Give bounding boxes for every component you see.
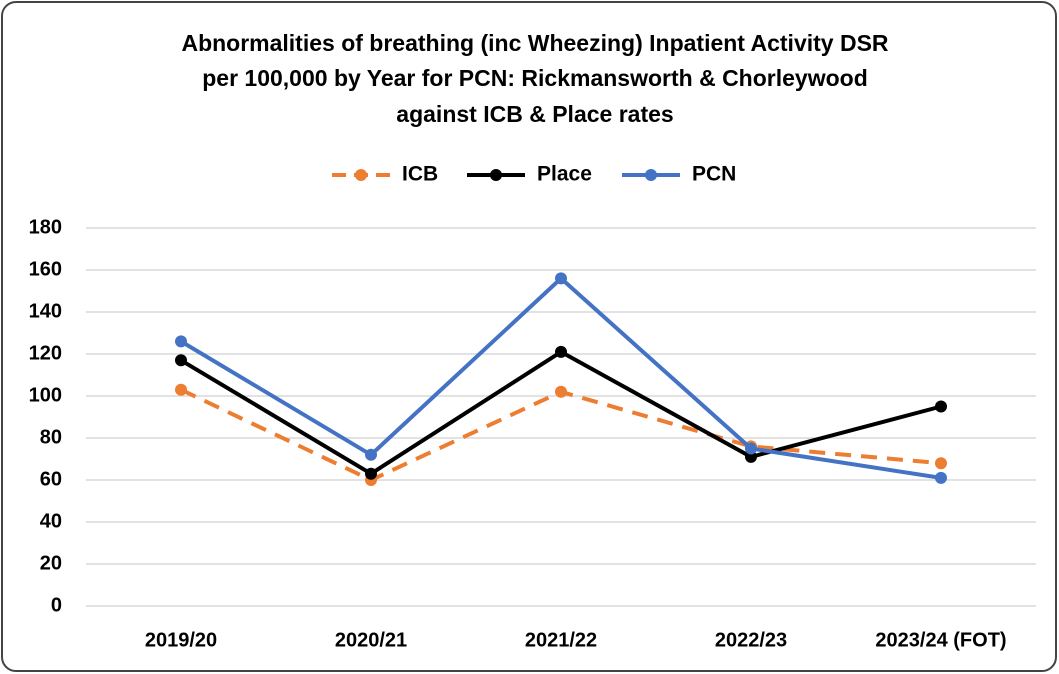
series-marker: [555, 345, 567, 358]
series-marker: [555, 385, 567, 398]
x-tick-label: 2019/20: [145, 629, 217, 651]
x-tick-label: 2022/23: [715, 629, 787, 651]
y-tick-label: 20: [40, 552, 62, 574]
series-marker: [745, 442, 757, 455]
legend-label: Place: [537, 163, 592, 186]
y-tick-label: 40: [40, 510, 62, 532]
legend-marker: [355, 169, 367, 181]
y-tick-label: 120: [29, 342, 62, 364]
series-marker: [175, 383, 187, 396]
legend-marker: [645, 169, 657, 181]
chart-title: Abnormalities of breathing (inc Wheezing…: [181, 30, 888, 56]
series-marker: [935, 471, 947, 484]
chart-title: per 100,000 by Year for PCN: Rickmanswor…: [202, 65, 868, 91]
series-marker: [555, 272, 567, 285]
series-marker: [365, 467, 377, 480]
x-tick-label: 2023/24 (FOT): [875, 629, 1006, 651]
chart-title: against ICB & Place rates: [396, 101, 673, 127]
series-marker: [935, 457, 947, 470]
series-marker: [745, 450, 757, 463]
y-tick-label: 160: [29, 258, 62, 280]
x-tick-label: 2020/21: [335, 629, 407, 651]
legend-label: PCN: [692, 163, 736, 186]
series-marker: [175, 335, 187, 348]
y-tick-label: 140: [29, 300, 62, 322]
y-tick-label: 80: [40, 426, 62, 448]
y-tick-label: 100: [29, 384, 62, 406]
legend-marker: [490, 169, 502, 181]
x-tick-label: 2021/22: [525, 629, 597, 651]
y-tick-label: 180: [29, 216, 62, 238]
series-marker: [935, 400, 947, 413]
y-tick-label: 60: [40, 468, 62, 490]
series-marker: [175, 354, 187, 367]
y-tick-label: 0: [51, 594, 62, 616]
legend-label: ICB: [402, 163, 438, 186]
series-marker: [365, 448, 377, 461]
